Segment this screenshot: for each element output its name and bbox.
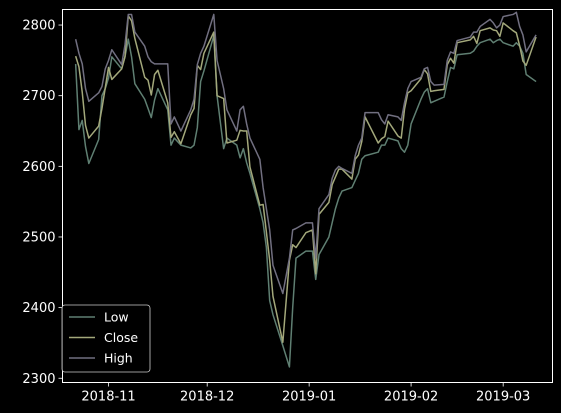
x-axis: 2018-11 2018-12 2019-01 2019-02 2019-03: [81, 382, 530, 405]
series-line-close: [74, 15, 537, 343]
x-tick-label: 2019-01: [282, 390, 336, 405]
y-tick-label: 2300: [22, 372, 55, 387]
legend-label-low: Low: [104, 310, 129, 325]
y-tick-label: 2800: [22, 19, 55, 34]
legend-label-close: Close: [104, 330, 138, 345]
legend-label-high: High: [104, 351, 133, 366]
series-layer: [74, 11, 537, 368]
x-tick-label: 2018-12: [180, 390, 234, 405]
y-tick-label: 2500: [22, 230, 55, 245]
x-tick-label: 2019-03: [476, 390, 530, 405]
legend: Low Close High: [61, 304, 151, 373]
plot-frame: [62, 9, 553, 383]
series-line-low: [74, 34, 537, 368]
y-axis: 2300 2400 2500 2600 2700 2800: [22, 19, 63, 387]
legend-box: [61, 304, 151, 373]
series-line-high: [74, 11, 537, 295]
y-tick-label: 2400: [22, 301, 55, 316]
x-tick-label: 2018-11: [81, 390, 135, 405]
y-tick-label: 2600: [22, 160, 55, 175]
x-tick-label: 2019-02: [384, 390, 438, 405]
y-tick-label: 2700: [22, 89, 55, 104]
